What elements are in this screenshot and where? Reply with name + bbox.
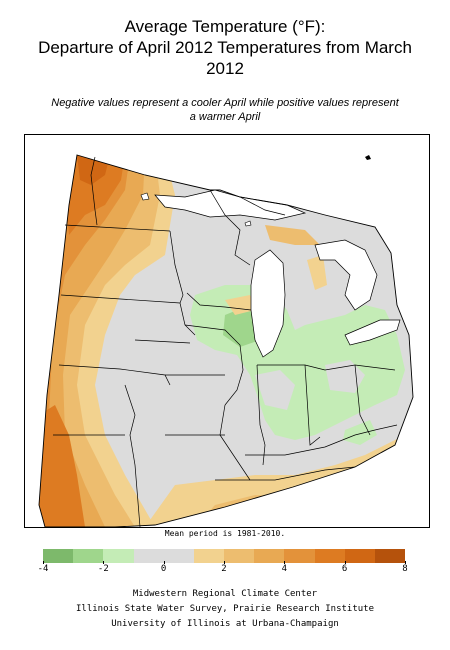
mean-period-note: Mean period is 1981-2010. — [164, 529, 286, 538]
lake-shape — [140, 192, 150, 201]
legend-tick-label: 2 — [221, 564, 227, 574]
island-shape — [365, 155, 371, 160]
legend-tick-mark — [224, 561, 225, 564]
legend-tick-label: -4 — [37, 564, 49, 574]
legend-swatch — [314, 549, 345, 563]
legend-swatch — [193, 549, 225, 563]
state-boundaries — [53, 156, 398, 527]
lake-erie — [344, 319, 401, 346]
legend-swatch — [254, 549, 285, 563]
title-line-2: Departure of April 2012 Temperatures fro… — [38, 38, 412, 57]
legend-tick-label: 6 — [341, 564, 348, 574]
legend-tick-mark — [103, 561, 105, 564]
legend-swatch — [344, 549, 375, 563]
legend-swatch — [133, 549, 164, 563]
map-subtitle: Negative values represent a cooler April… — [20, 96, 430, 124]
credit-line-2: Illinois State Water Survey, Prairie Res… — [75, 604, 374, 614]
legend-ticks: -4 -2 0 2 4 6 8 — [38, 561, 408, 580]
legend-tick-label: 4 — [281, 564, 288, 574]
map-frame — [24, 134, 430, 528]
color-legend — [43, 549, 406, 563]
legend-swatch — [73, 549, 104, 563]
legend-tick-mark — [284, 561, 286, 564]
credit-line-3: University of Illinois at Urbana-Champai… — [111, 619, 339, 629]
legend-swatch — [103, 549, 134, 563]
subtitle-line-2: a warmer April — [189, 111, 261, 123]
legend-tick-label: 0 — [160, 564, 167, 574]
lake-superior — [154, 189, 307, 221]
credits: Midwestern Regional Climate Center Illin… — [0, 587, 450, 632]
legend-tick-label: -2 — [97, 564, 109, 574]
legend-tick-mark — [344, 561, 346, 564]
subtitle-line-1: Negative values represent a cooler April… — [51, 97, 399, 109]
region-boundary — [38, 154, 414, 527]
island-shape — [244, 220, 252, 227]
legend-swatch — [163, 549, 194, 563]
midwest-temperature-map — [38, 154, 414, 527]
lake-huron — [314, 239, 378, 311]
title-line-3: 2012 — [206, 59, 244, 78]
map-title: Average Temperature (°F): Departure of A… — [0, 16, 450, 79]
legend-tick-mark — [43, 561, 44, 564]
legend-swatch — [224, 549, 255, 563]
legend-tick-mark — [163, 561, 165, 564]
lake-michigan — [250, 249, 286, 358]
credit-line-1: Midwestern Regional Climate Center — [132, 589, 318, 599]
legend-swatch — [43, 549, 74, 563]
legend-tick-mark — [405, 561, 406, 564]
legend-swatch — [374, 549, 406, 563]
legend-tick-label: 8 — [402, 564, 408, 574]
legend-swatch — [284, 549, 315, 563]
title-line-1: Average Temperature (°F): — [124, 17, 326, 36]
